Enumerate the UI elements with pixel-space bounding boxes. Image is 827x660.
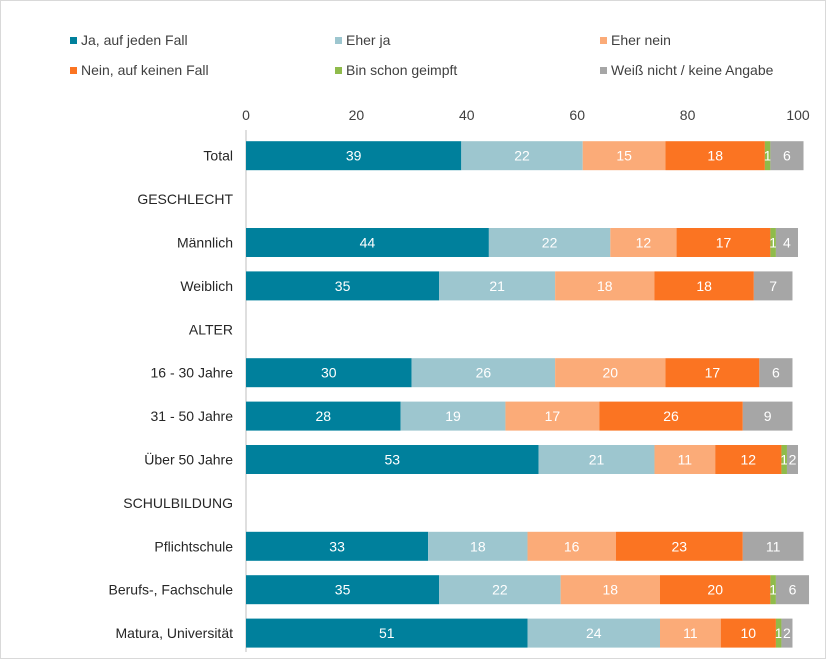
data-label: 24: [586, 625, 602, 641]
category-label: Pflichtschule: [154, 538, 233, 554]
data-label: 7: [769, 278, 777, 294]
data-label: 11: [766, 538, 781, 554]
x-tick-label: 60: [569, 107, 585, 123]
data-label: 44: [360, 235, 376, 251]
category-label: Matura, Universität: [116, 625, 234, 641]
data-label: 23: [672, 538, 688, 554]
data-label: 17: [705, 365, 721, 381]
data-label: 18: [597, 278, 613, 294]
data-label: 18: [696, 278, 712, 294]
data-label: 26: [476, 365, 492, 381]
data-label: 6: [789, 582, 797, 598]
category-label: SCHULBILDUNG: [123, 495, 233, 511]
data-label: 18: [470, 538, 486, 554]
data-label: 22: [492, 582, 508, 598]
data-label: 30: [321, 365, 337, 381]
category-label: Über 50 Jahre: [144, 451, 233, 468]
data-label: 33: [329, 538, 345, 554]
data-label: 35: [335, 278, 351, 294]
data-label: 20: [603, 365, 619, 381]
data-label: 18: [603, 582, 619, 598]
data-label: 11: [678, 452, 693, 468]
category-label: 16 - 30 Jahre: [151, 365, 234, 381]
data-label: 2: [789, 452, 797, 468]
category-label: Total: [203, 148, 233, 164]
x-tick-label: 20: [349, 107, 365, 123]
category-label: 31 - 50 Jahre: [151, 408, 234, 424]
data-label: 6: [783, 148, 791, 164]
data-label: 22: [514, 148, 530, 164]
data-label: 28: [315, 408, 331, 424]
data-label: 21: [489, 278, 505, 294]
x-tick-label: 80: [680, 107, 696, 123]
data-label: 15: [616, 148, 632, 164]
data-label: 18: [707, 148, 723, 164]
data-label: 17: [545, 408, 561, 424]
data-label: 20: [707, 582, 723, 598]
data-label: 19: [445, 408, 461, 424]
data-label: 26: [663, 408, 679, 424]
category-label: Weiblich: [180, 278, 233, 294]
data-label: 53: [384, 452, 400, 468]
data-label: 39: [346, 148, 362, 164]
data-label: 51: [379, 625, 395, 641]
x-tick-label: 40: [459, 107, 475, 123]
data-label: 6: [772, 365, 780, 381]
data-label: 10: [741, 625, 757, 641]
data-label: 12: [636, 235, 652, 251]
data-label: 2: [783, 625, 791, 641]
x-tick-label: 100: [786, 107, 810, 123]
data-label: 17: [716, 235, 732, 251]
data-label: 12: [741, 452, 757, 468]
data-label: 4: [783, 235, 791, 251]
category-label: ALTER: [189, 321, 233, 337]
data-label: 35: [335, 582, 351, 598]
category-label: Männlich: [177, 235, 233, 251]
data-label: 16: [564, 538, 580, 554]
category-label: Berufs-, Fachschule: [109, 582, 234, 598]
data-label: 9: [764, 408, 772, 424]
data-label: 21: [589, 452, 605, 468]
x-tick-label: 0: [242, 107, 250, 123]
data-label: 22: [542, 235, 558, 251]
category-label: GESCHLECHT: [137, 191, 233, 207]
data-label: 11: [683, 625, 698, 641]
